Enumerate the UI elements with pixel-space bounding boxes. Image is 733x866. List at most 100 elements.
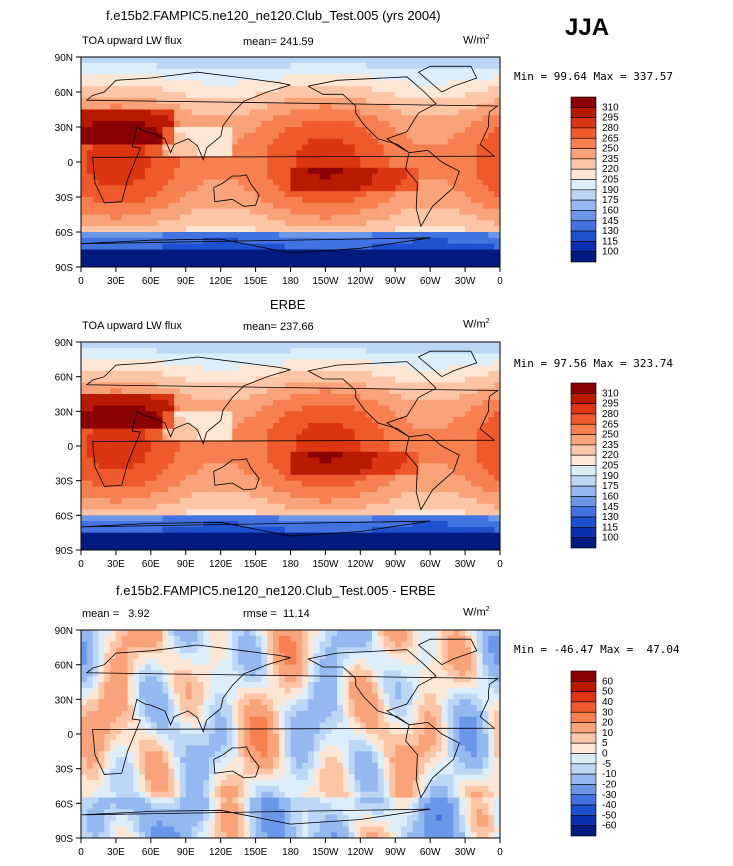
heat-cell [476, 167, 483, 175]
heat-cell [337, 232, 344, 239]
heat-cell [325, 480, 332, 487]
heat-cell [243, 463, 251, 470]
heat-cell [261, 451, 268, 458]
heat-cell [371, 127, 379, 134]
heat-cell [383, 399, 390, 406]
heat-cell [284, 232, 291, 239]
heat-cell [86, 515, 94, 522]
heat-cell [92, 376, 99, 383]
heat-cell [267, 74, 274, 81]
heat-cell [435, 457, 443, 464]
heat-cell [278, 208, 286, 215]
heat-cell [331, 515, 338, 522]
heat-cell [81, 261, 88, 268]
heat-cell [150, 237, 158, 245]
heat-cell [209, 173, 216, 180]
heat-cell [302, 162, 309, 169]
heat-cell [441, 109, 449, 116]
heat-cell [86, 109, 94, 116]
heat-cell [389, 509, 396, 516]
heat-cell [139, 394, 146, 401]
heat-cell [383, 249, 390, 256]
heat-cell [121, 173, 128, 180]
heat-cell [465, 121, 472, 128]
heat-cell [366, 74, 373, 81]
heat-cell [104, 92, 111, 99]
heat-cell [197, 237, 204, 245]
heat-cell [290, 68, 297, 75]
heat-cell [150, 521, 158, 528]
heat-cell [249, 451, 256, 458]
heat-cell [331, 388, 338, 395]
heat-cell [133, 342, 140, 349]
heat-cell [232, 232, 239, 239]
heat-cell [337, 156, 344, 163]
heat-cell [476, 492, 483, 499]
heat-cell [156, 342, 163, 349]
heat-cell [389, 191, 396, 198]
heat-cell [395, 92, 402, 99]
heat-cell [412, 486, 419, 493]
heat-cell [92, 249, 99, 256]
heat-cell [383, 451, 390, 458]
heat-cell [121, 220, 128, 227]
heat-cell [92, 232, 99, 239]
heat-cell [313, 509, 320, 516]
heat-cell [459, 388, 466, 395]
heat-cell [238, 498, 245, 505]
heat-cell [197, 167, 204, 175]
heat-cell [488, 446, 495, 453]
heat-cell [342, 138, 350, 145]
heat-cell [150, 347, 158, 354]
heat-cell [267, 220, 274, 227]
heat-cell [412, 399, 419, 406]
heat-cell [226, 422, 233, 430]
heat-cell [214, 232, 222, 239]
heat-cell [174, 138, 181, 145]
heat-cell [459, 127, 466, 134]
heat-cell [226, 179, 233, 186]
heat-cell [162, 394, 169, 401]
heat-cell [348, 202, 355, 210]
heat-cell [139, 388, 146, 395]
heat-cell [319, 255, 326, 262]
heat-cell [127, 463, 134, 470]
heat-cell [377, 57, 385, 64]
heat-cell [104, 237, 111, 245]
heat-cell [465, 57, 472, 64]
heat-cell [465, 469, 472, 476]
heat-cell [238, 347, 245, 354]
heat-cell [185, 173, 192, 180]
heat-cell [290, 115, 297, 122]
heat-cell [395, 405, 402, 412]
heat-cell [185, 474, 192, 482]
heat-cell [197, 359, 204, 366]
heat-cell [366, 440, 373, 447]
heat-cell [162, 62, 169, 70]
heat-cell [197, 243, 204, 250]
heat-cell [325, 97, 332, 105]
heat-cell [412, 115, 419, 122]
heat-cell [307, 202, 315, 210]
heat-cell [331, 62, 338, 70]
heat-cell [156, 376, 163, 383]
heat-cell [383, 347, 390, 354]
heat-cell [337, 255, 344, 262]
heat-cell [377, 376, 385, 383]
heat-cell [81, 422, 88, 430]
heat-cell [255, 255, 262, 262]
heat-cell [302, 237, 309, 245]
heat-cell [342, 342, 350, 349]
heat-cell [430, 121, 437, 128]
heat-cell [162, 202, 169, 210]
heat-cell [465, 220, 472, 227]
heat-cell [86, 353, 94, 360]
heat-cell [470, 173, 478, 180]
heat-cell [296, 109, 303, 116]
heat-cell [133, 347, 140, 354]
heat-cell [290, 422, 297, 430]
heat-cell [86, 144, 94, 151]
heat-cell [476, 80, 483, 87]
heat-cell [226, 173, 233, 180]
heat-cell [150, 132, 158, 140]
